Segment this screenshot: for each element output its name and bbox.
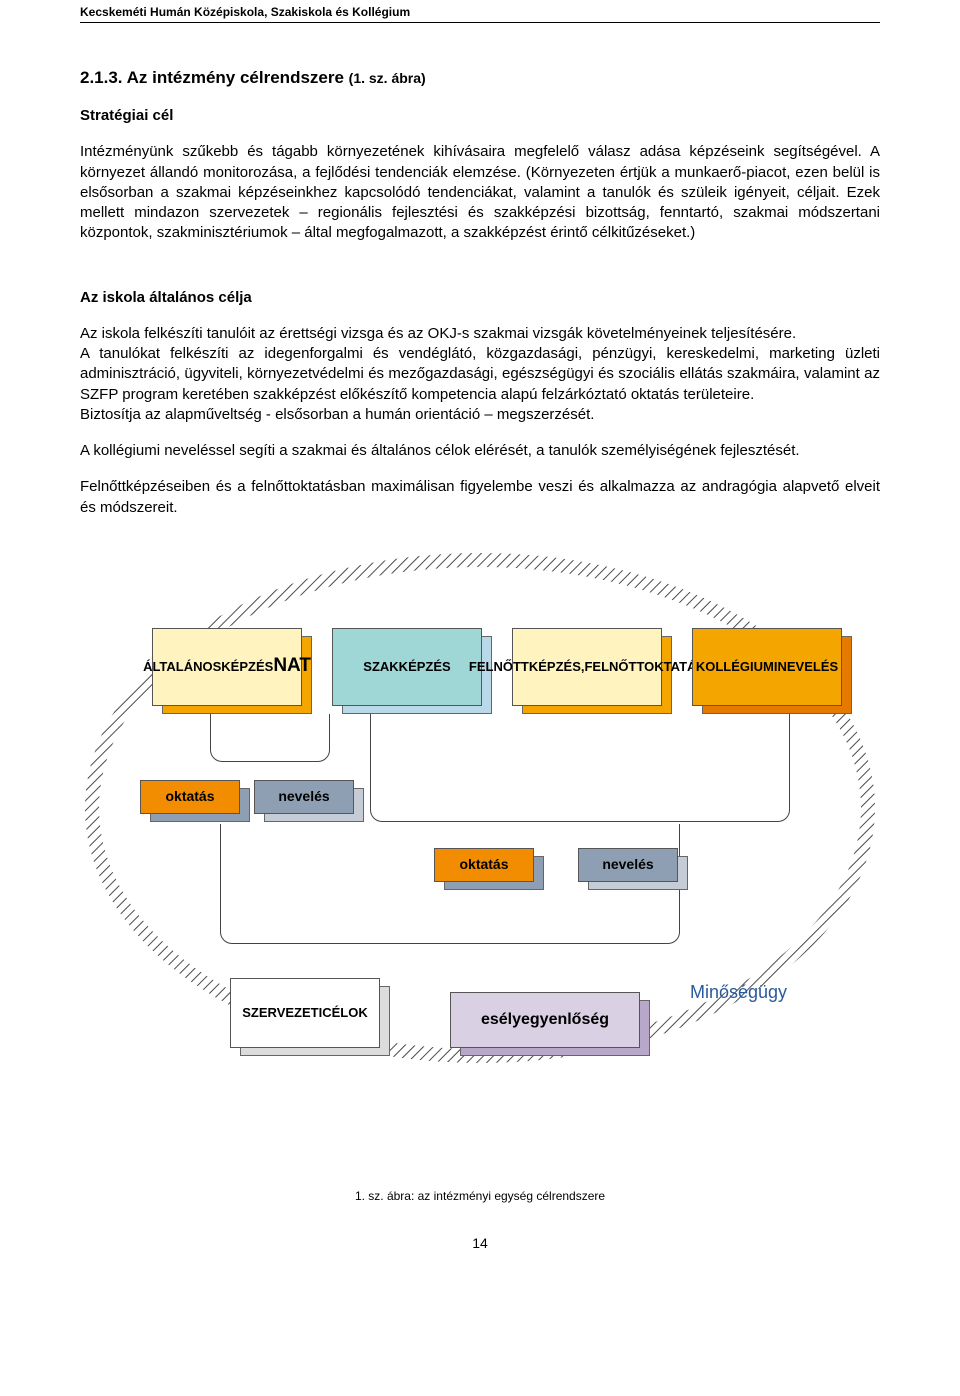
section-title: 2.1.3. Az intézmény célrendszere (1. sz.… bbox=[80, 67, 880, 90]
paragraph-4: Biztosítja az alapműveltség - elsősorban… bbox=[80, 405, 880, 425]
page-header: Kecskeméti Humán Középiskola, Szakiskola… bbox=[80, 0, 880, 23]
strategic-head: Stratégiai cél bbox=[80, 106, 880, 126]
section-title-sub: (1. sz. ábra) bbox=[349, 70, 426, 86]
section-title-main: 2.1.3. Az intézmény célrendszere bbox=[80, 68, 349, 87]
general-head: Az iskola általános célja bbox=[80, 288, 880, 308]
brace-1 bbox=[370, 714, 790, 822]
page-number: 14 bbox=[80, 1234, 880, 1253]
paragraph-5: A kollégiumi neveléssel segíti a szakmai… bbox=[80, 441, 880, 461]
paragraph-1: Intézményünk szűkebb és tágabb környezet… bbox=[80, 142, 880, 243]
brace-0 bbox=[210, 714, 330, 762]
figure-caption: 1. sz. ábra: az intézményi egység célren… bbox=[80, 1188, 880, 1204]
paragraph-3: A tanulókat felkészíti az idegenforgalmi… bbox=[80, 344, 880, 405]
paragraph-6: Felnőttképzéseiben és a felnőttoktatásba… bbox=[80, 477, 880, 518]
diagram: ÁLTALÁNOSKÉPZÉSNATSZAKKÉPZÉSFELNŐTTKÉPZÉ… bbox=[80, 548, 880, 1148]
paragraph-2: Az iskola felkészíti tanulóit az érettsé… bbox=[80, 324, 880, 344]
minosegugy-label: Minőségügy bbox=[690, 980, 787, 1004]
